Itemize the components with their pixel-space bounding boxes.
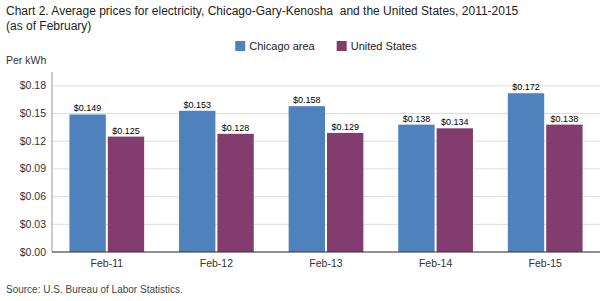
x-tick-label: Feb-11 [91, 257, 124, 269]
y-tick-label: $0.15 [20, 107, 46, 119]
chart: Chart 2. Average prices for electricity,… [0, 0, 612, 301]
y-axis-label: Per kWh [6, 54, 46, 66]
data-label: $0.153 [183, 100, 211, 110]
x-tick-label: Feb-12 [200, 257, 233, 269]
y-tick-label: $0.18 [20, 79, 46, 91]
data-label: $0.138 [403, 114, 431, 124]
legend-swatch [337, 41, 347, 51]
data-label: $0.128 [222, 123, 250, 133]
grid-line [52, 252, 600, 253]
grid [52, 86, 600, 252]
y-tick-label: $0.00 [20, 246, 46, 258]
x-axis: Feb-11 Feb-12 Feb-13 Feb-14 Feb-15 [52, 252, 600, 269]
x-axis-line [52, 252, 600, 253]
x-tick-label: Feb-13 [309, 257, 342, 269]
data-labels: $0.149 $0.153 $0.158 $0.138 $0.172 $0.125 $0.1… [74, 82, 578, 135]
data-label: $0.125 [112, 126, 140, 136]
legend-label: Chicago area [249, 40, 315, 52]
bar [217, 134, 253, 252]
y-tick-label: $0.03 [20, 218, 46, 230]
bar [69, 114, 105, 252]
bar [546, 125, 582, 252]
y-axis: $0.00 $0.03 $0.06 $0.09 $0.12 $0.15 $0.18 [20, 72, 52, 258]
legend-item: United States [337, 40, 418, 52]
legend-swatch [235, 41, 245, 51]
title: Chart 2. Average prices for electricity,… [6, 4, 519, 18]
data-label: $0.149 [74, 103, 102, 113]
data-label: $0.138 [551, 114, 579, 124]
data-label: $0.172 [512, 82, 540, 92]
data-label: $0.134 [441, 117, 469, 127]
bar [508, 93, 544, 252]
bar [437, 128, 473, 252]
bar [108, 137, 144, 252]
bar [398, 125, 434, 252]
data-label: $0.129 [331, 122, 359, 132]
legend-item: Chicago area [235, 40, 315, 52]
bar [289, 106, 325, 252]
y-tick-label: $0.12 [20, 135, 46, 147]
bars [69, 93, 582, 252]
bar [327, 133, 363, 252]
source: Source: U.S. Bureau of Labor Statistics. [6, 284, 183, 295]
x-tick-label: Feb-15 [529, 257, 562, 269]
subtitle: (as of February) [6, 19, 91, 33]
data-label: $0.158 [293, 95, 321, 105]
x-tick-label: Feb-14 [419, 257, 452, 269]
legend: Chicago area United States [235, 40, 417, 52]
y-tick-label: $0.09 [20, 162, 46, 174]
y-axis-line [52, 72, 53, 252]
y-tick-label: $0.06 [20, 190, 46, 202]
bar [179, 111, 215, 252]
legend-label: United States [351, 40, 418, 52]
